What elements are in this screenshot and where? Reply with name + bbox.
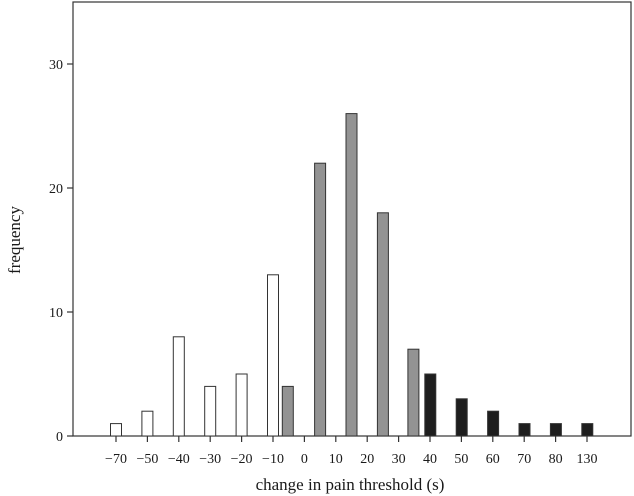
bar-large-13 xyxy=(487,410,500,437)
x-tick-label-12: 60 xyxy=(486,452,500,467)
bar-large-16 xyxy=(581,423,594,437)
bar-decrease-5 xyxy=(267,274,279,437)
x-axis-label: change in pain threshold (s) xyxy=(256,475,445,494)
x-tick-label-9: 30 xyxy=(392,452,406,467)
x-tick-label-10: 40 xyxy=(423,452,437,467)
x-tick-label-3: −30 xyxy=(199,452,221,467)
bar-decrease-0 xyxy=(110,423,122,437)
bar-moderate-9 xyxy=(376,212,389,437)
bar-large-15 xyxy=(549,423,562,437)
bar-large-14 xyxy=(518,423,531,437)
x-tick-label-6: 0 xyxy=(301,452,308,467)
bar-moderate-8 xyxy=(345,113,358,437)
x-tick-label-11: 50 xyxy=(454,452,468,467)
y-axis: 0 10 20 30 xyxy=(49,58,73,445)
bars-group xyxy=(110,113,594,437)
bar-moderate-6 xyxy=(281,385,294,437)
bar-decrease-4 xyxy=(235,373,248,437)
x-tick-label-7: 10 xyxy=(329,452,343,467)
x-tick-label-13: 70 xyxy=(517,452,531,467)
y-tick-label-2: 20 xyxy=(49,182,63,197)
bar-moderate-7 xyxy=(314,162,327,437)
x-tick-label-14: 80 xyxy=(549,452,563,467)
bar-decrease-1 xyxy=(141,410,154,437)
x-tick-label-15: 130 xyxy=(577,452,598,467)
x-tick-label-2: −40 xyxy=(168,452,190,467)
y-tick-label-3: 30 xyxy=(49,58,63,73)
bar-large-12 xyxy=(455,398,468,437)
bar-moderate-10 xyxy=(407,348,420,437)
bar-decrease-2 xyxy=(172,336,185,437)
y-axis-label: frequency xyxy=(5,206,24,274)
x-tick-label-5: −10 xyxy=(262,452,284,467)
bar-decrease-3 xyxy=(204,385,217,437)
bar-large-11 xyxy=(424,373,437,437)
y-tick-label-1: 10 xyxy=(49,306,63,321)
x-tick-label-8: 20 xyxy=(360,452,374,467)
x-tick-label-1: −50 xyxy=(136,452,158,467)
x-tick-label-4: −20 xyxy=(231,452,253,467)
y-tick-label-0: 0 xyxy=(56,430,63,445)
x-axis: −70 −50 −40 −30 −20 −10 0 10 20 30 40 50 60 70 80 130 xyxy=(105,436,598,467)
x-tick-label-0: −70 xyxy=(105,452,127,467)
